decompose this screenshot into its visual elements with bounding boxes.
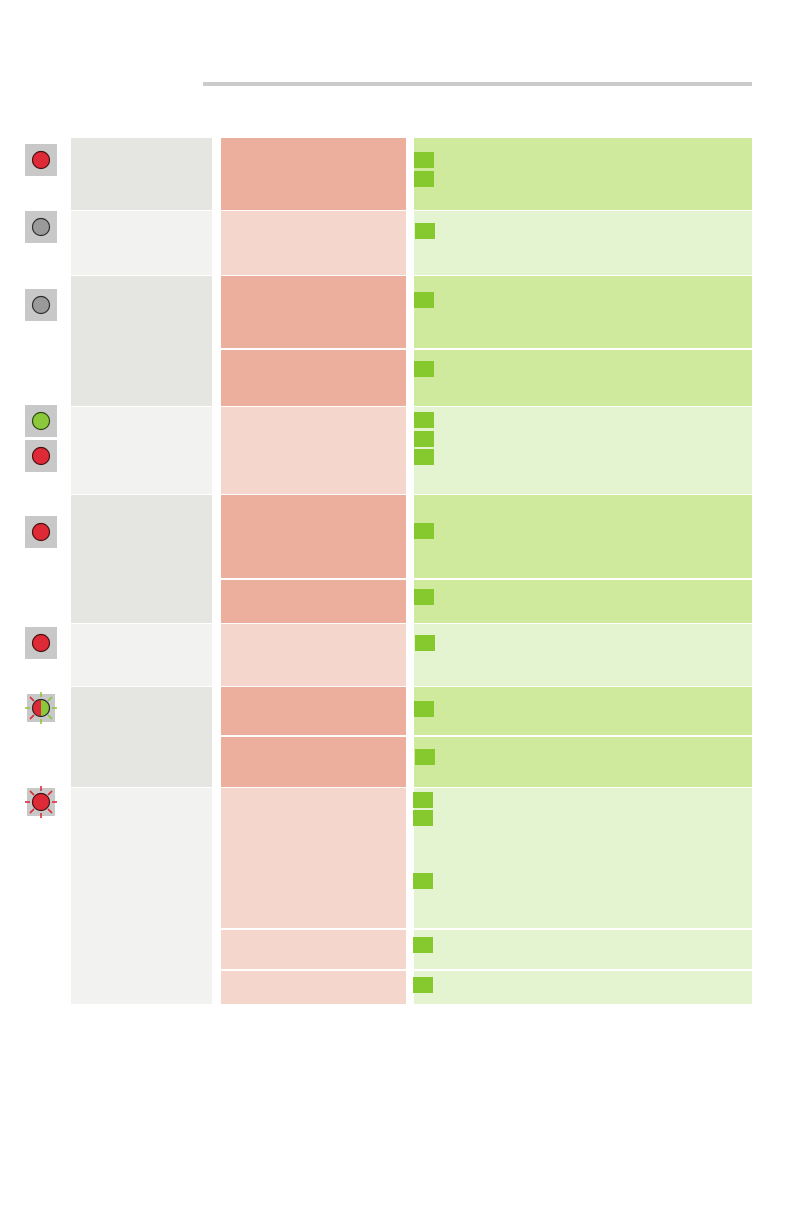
remedy-checkbox[interactable]: [414, 431, 434, 447]
header-rule: [203, 82, 752, 86]
remedy-checkbox[interactable]: [414, 171, 434, 187]
remedy-cell: [414, 407, 752, 494]
remedy-checkbox[interactable]: [413, 873, 433, 889]
cause-cell: [221, 930, 406, 969]
cause-cell: [221, 495, 406, 578]
cause-cell: [221, 580, 406, 623]
description-cell: [71, 495, 212, 623]
remedy-checkbox[interactable]: [414, 292, 434, 308]
remedy-checkbox[interactable]: [414, 701, 434, 717]
remedy-cell: [413, 971, 752, 1004]
remedy-cell: [414, 495, 752, 578]
remedy-cell: [413, 788, 752, 928]
remedy-checkbox[interactable]: [413, 977, 433, 993]
remedy-checkbox[interactable]: [413, 810, 433, 826]
cause-cell: [221, 971, 406, 1004]
led-red-green-flashing-icon: [25, 692, 57, 724]
remedy-cell: [414, 276, 752, 348]
cause-cell: [221, 737, 406, 787]
description-cell: [71, 211, 212, 275]
cause-cell: [221, 407, 406, 494]
remedy-cell: [413, 930, 752, 969]
cause-cell: [221, 788, 406, 928]
description-cell: [71, 687, 212, 787]
led-red-icon: [25, 516, 57, 548]
remedy-checkbox[interactable]: [414, 589, 434, 605]
remedy-checkbox[interactable]: [414, 523, 434, 539]
remedy-cell: [414, 737, 752, 787]
remedy-checkbox[interactable]: [415, 749, 435, 765]
cause-cell: [221, 276, 406, 348]
remedy-checkbox[interactable]: [414, 361, 434, 377]
cause-cell: [221, 211, 406, 275]
cause-cell: [221, 624, 406, 686]
description-cell: [71, 624, 212, 686]
description-cell: [71, 138, 212, 210]
remedy-checkbox[interactable]: [414, 152, 434, 168]
description-cell: [71, 407, 212, 494]
led-grey-icon: [25, 211, 57, 243]
remedy-cell: [414, 624, 752, 686]
remedy-cell: [414, 580, 752, 623]
description-cell: [71, 788, 212, 1004]
led-red-flashing-icon: [25, 786, 57, 818]
led-grey-icon: [25, 289, 57, 321]
cause-cell: [221, 138, 406, 210]
remedy-checkbox[interactable]: [413, 792, 433, 808]
remedy-checkbox[interactable]: [415, 223, 435, 239]
cause-cell: [221, 687, 406, 735]
led-red-icon: [25, 627, 57, 659]
description-cell: [71, 276, 212, 406]
led-green-icon: [25, 405, 57, 437]
remedy-cell: [414, 350, 752, 406]
remedy-cell: [414, 687, 752, 735]
remedy-cell: [414, 211, 752, 275]
led-red-icon: [25, 440, 57, 472]
remedy-checkbox[interactable]: [414, 449, 434, 465]
remedy-checkbox[interactable]: [413, 937, 433, 953]
remedy-checkbox[interactable]: [414, 412, 434, 428]
cause-cell: [221, 350, 406, 406]
led-red-icon: [25, 144, 57, 176]
remedy-checkbox[interactable]: [415, 635, 435, 651]
remedy-cell: [414, 138, 752, 210]
